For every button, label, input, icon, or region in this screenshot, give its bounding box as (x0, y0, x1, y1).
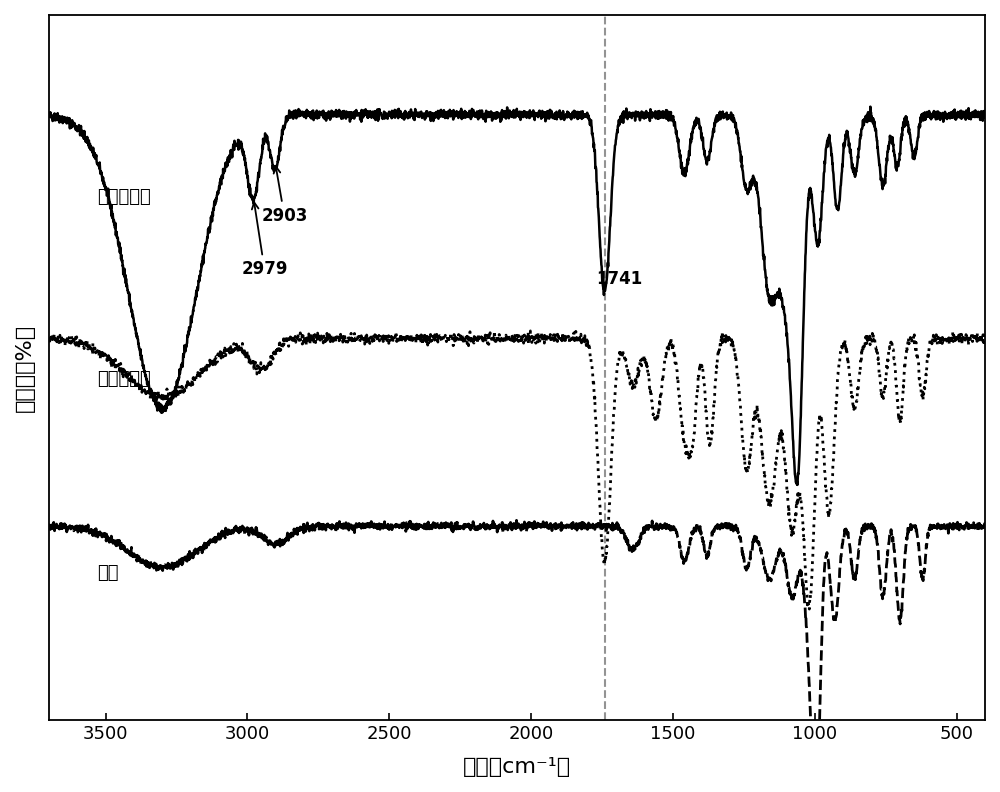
Text: 乙酰化淨粉: 乙酰化淨粉 (97, 371, 151, 388)
Text: 淨粉: 淨粉 (97, 565, 119, 582)
Text: 1741: 1741 (596, 271, 642, 288)
X-axis label: 波数（cm⁻¹）: 波数（cm⁻¹） (463, 757, 571, 777)
Text: 2979: 2979 (241, 203, 288, 278)
Y-axis label: 透射率（%）: 透射率（%） (15, 324, 35, 412)
Text: 2903: 2903 (261, 166, 308, 224)
Text: 丙酰化淨粉: 丙酰化淨粉 (97, 188, 151, 206)
